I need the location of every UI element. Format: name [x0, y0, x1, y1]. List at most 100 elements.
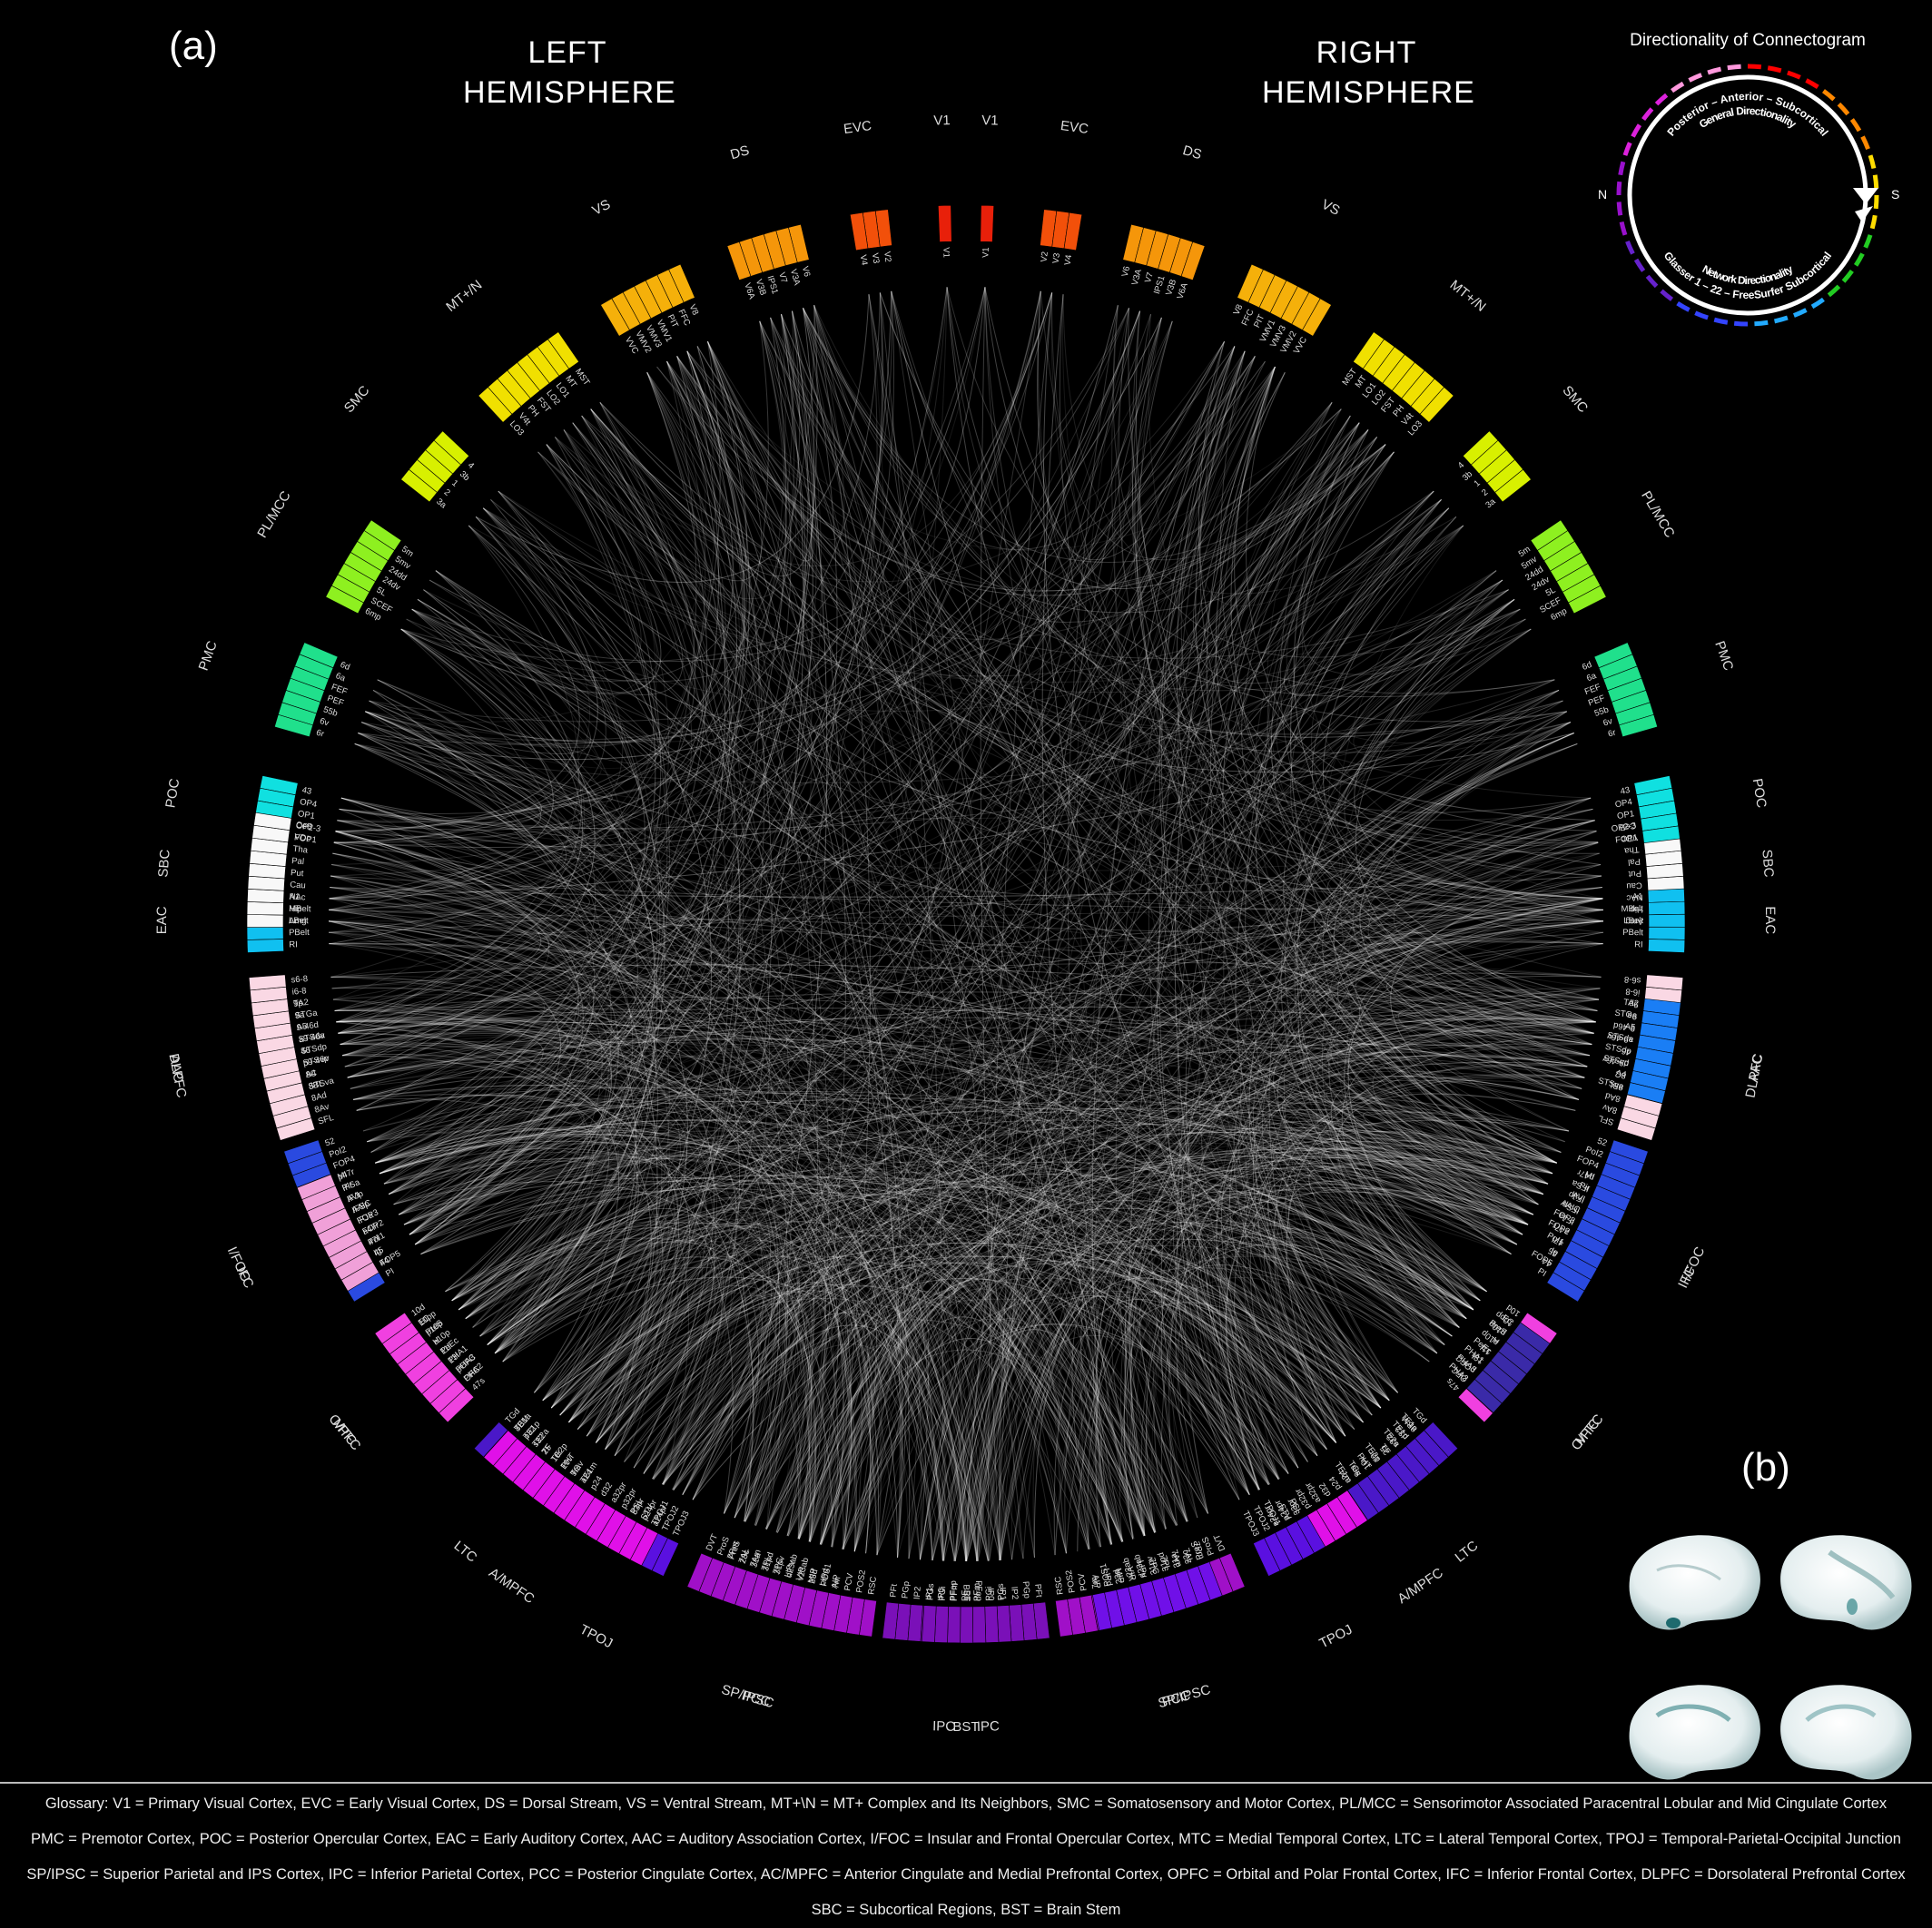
region-segment — [651, 1538, 680, 1577]
region-label: Pir — [1578, 1180, 1592, 1194]
region-segment — [296, 1174, 336, 1200]
region-segment — [274, 713, 314, 738]
region-label: 8Av — [313, 1102, 330, 1116]
region-label: OP2-3 — [1611, 821, 1637, 834]
region-segment — [299, 642, 339, 669]
region-segment — [686, 1552, 714, 1592]
region-label: 23d — [1112, 1569, 1125, 1585]
region-label: Amg — [1625, 916, 1643, 926]
region-label: Amg — [289, 916, 307, 926]
glossary-line-2: PMC = Premotor Cortex, POC = Posterior O… — [31, 1831, 1901, 1847]
glossary-line-4: SBC = Subcortical Regions, BST = Brain S… — [811, 1902, 1121, 1918]
region-label: IP2 — [1009, 1586, 1020, 1599]
region-label: i6-8 — [1625, 986, 1641, 998]
region-label: BST — [961, 1585, 971, 1602]
region-label: NAc — [1626, 892, 1643, 903]
region-label: Put — [1628, 868, 1641, 879]
region-segment — [656, 269, 685, 309]
region-segment — [337, 563, 376, 593]
region-segment — [294, 654, 334, 680]
region-label: LIPv — [1135, 1559, 1149, 1579]
region-segment — [1647, 888, 1685, 903]
region-label: MIP — [806, 1568, 820, 1585]
region-segment — [934, 1605, 949, 1644]
region-segment — [417, 449, 454, 484]
region-segment — [1645, 862, 1684, 880]
region-segment — [1648, 926, 1686, 940]
region-label: LBelt — [1623, 916, 1643, 926]
region-segment — [738, 237, 763, 277]
network-label: PCC — [740, 1687, 772, 1710]
region-label: V4 — [858, 254, 870, 266]
region-segment — [1063, 211, 1083, 251]
region-label: 44 — [1541, 1255, 1554, 1269]
region-segment — [1055, 1598, 1073, 1638]
region-label: VDc — [293, 832, 310, 844]
region-label: FOP1 — [293, 832, 317, 845]
network-label: EAC — [1762, 906, 1778, 934]
region-segment — [247, 888, 285, 903]
brain-surface-images — [1629, 1535, 1912, 1780]
region-label: STSdp — [1604, 1042, 1632, 1057]
region-label: 47l — [1551, 1234, 1565, 1248]
region-label: SFL — [1597, 1113, 1615, 1127]
region-label: POS2 — [1064, 1569, 1078, 1594]
region-label: PFm — [950, 1583, 960, 1601]
region-segment — [849, 211, 869, 251]
left-hemisphere-line-1: LEFT — [527, 35, 607, 70]
region-label: MI — [1583, 1170, 1596, 1183]
region-label: PGs — [925, 1583, 936, 1600]
region-label: V3A — [1130, 268, 1144, 287]
region-label: MBelt — [289, 904, 311, 915]
region-segment — [947, 1606, 961, 1644]
region-label: PFt — [1032, 1583, 1044, 1598]
region-label: 5L — [375, 585, 389, 599]
region-segment — [281, 690, 321, 714]
region-segment — [980, 204, 994, 242]
region-label: 46 — [300, 1046, 310, 1057]
region-label: 8Ad — [1604, 1090, 1622, 1104]
region-segment — [984, 1605, 1000, 1644]
legend-arrow-down-icon — [1853, 188, 1878, 204]
legend-arrow-up-icon — [1855, 206, 1873, 222]
network-label: VS — [590, 197, 614, 219]
network-label: DLPFC — [165, 1052, 189, 1099]
region-label: 23c — [1180, 1549, 1195, 1565]
region-segment — [668, 263, 695, 303]
network-label: DS — [1181, 143, 1204, 162]
region-segment — [497, 369, 531, 407]
region-segment — [1641, 825, 1681, 844]
network-label: AAC — [1746, 1053, 1766, 1084]
region-label: 31a — [749, 1551, 764, 1569]
region-segment — [1546, 1272, 1585, 1303]
region-label: OP4 — [299, 797, 318, 810]
region-segment — [862, 210, 881, 250]
region-label: Pal — [291, 856, 305, 867]
region-label: LIPv — [783, 1559, 797, 1579]
region-label: 9-46d — [1612, 1020, 1636, 1034]
region-label: PGi — [984, 1587, 995, 1601]
region-segment — [287, 1151, 327, 1176]
region-segment — [1648, 939, 1686, 953]
region-label: RSC — [866, 1576, 879, 1596]
region-label: PFm — [972, 1583, 982, 1601]
region-segment — [343, 552, 382, 583]
network-label: PMC — [196, 639, 221, 673]
left-hemisphere-line-2: HEMISPHERE — [463, 75, 676, 110]
network-label: VS — [1319, 197, 1343, 219]
region-segment — [894, 1603, 912, 1641]
region-label: 6r — [315, 728, 325, 740]
network-label: V1 — [933, 113, 951, 129]
region-segment — [960, 1606, 974, 1644]
region-label: 8Av — [1602, 1102, 1619, 1116]
region-label: PGi — [938, 1587, 949, 1601]
region-label: STSdp — [300, 1042, 328, 1057]
region-label: MI — [336, 1170, 349, 1183]
network-label: SMC — [1560, 383, 1592, 416]
region-label: 8BL — [308, 1078, 325, 1092]
region-label: Hip — [289, 904, 302, 914]
legend-north-label: N — [1598, 187, 1607, 202]
network-label: BST — [952, 1719, 979, 1735]
region-label: V4 — [1063, 254, 1075, 266]
network-label: TPOJ — [1317, 1622, 1355, 1652]
